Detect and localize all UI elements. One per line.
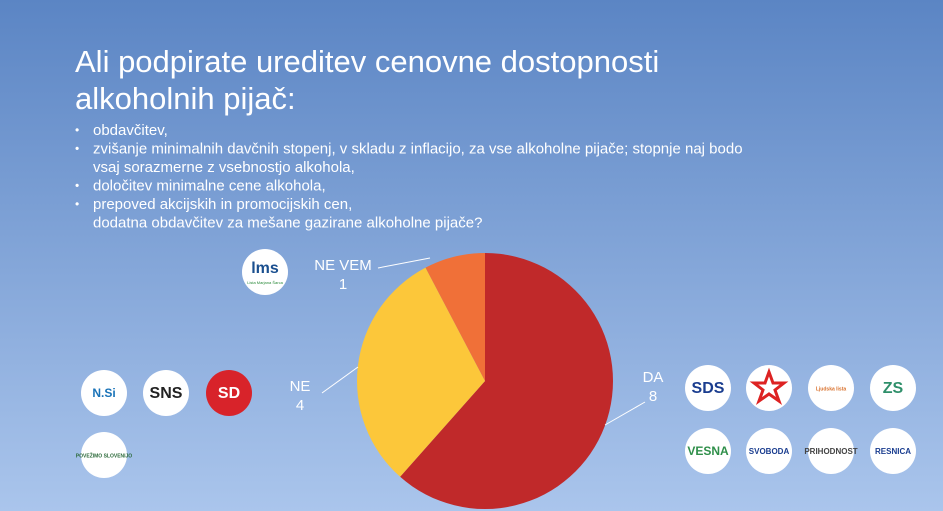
bullet-text: obdavčitev, — [93, 122, 168, 139]
value-label: 4 — [296, 397, 304, 414]
leader-line — [377, 257, 431, 269]
logo-subtext: Lista Marjana Šarca — [247, 280, 283, 285]
party-logo: SD — [206, 370, 252, 416]
party-logo: RESNICA — [870, 428, 916, 474]
party-logo: SVOBODA — [746, 428, 792, 474]
logo-circle — [746, 428, 792, 474]
chart: Ali podpirate ureditev cenovne dostopnos… — [75, 44, 743, 509]
logo-circle — [808, 365, 854, 411]
bullet-dot: • — [75, 197, 79, 211]
bullet-dot: • — [75, 179, 79, 193]
logo-circle — [870, 428, 916, 474]
category-label: DA — [643, 369, 664, 386]
value-label: 8 — [649, 388, 657, 405]
logo-circle — [870, 365, 916, 411]
party-logo: SDS — [685, 365, 731, 411]
bullet-text: določitev minimalne cene alkohola, — [93, 177, 326, 194]
logo-text: SD — [218, 385, 240, 402]
party-logo: SNS — [143, 370, 189, 416]
pie-slice — [400, 253, 613, 509]
party-logo: PRIHODNOST — [804, 428, 858, 474]
party-logo: VESNA — [685, 428, 731, 474]
leader-line — [321, 366, 359, 394]
logo-text: N.Si — [92, 386, 115, 400]
pie-slice — [357, 267, 485, 477]
value-label: 1 — [339, 276, 347, 293]
bullet-text: dodatna obdavčitev za mešane gazirane al… — [93, 214, 482, 231]
logo-text: SNS — [150, 385, 183, 402]
logo-text: PRIHODNOST — [804, 447, 857, 456]
bullet-text: prepoved akcijskih in promocijskih cen, — [93, 196, 352, 213]
category-label: NE VEM — [314, 257, 372, 274]
logo-text: ZS — [883, 380, 904, 397]
leader-line — [604, 401, 646, 426]
logo-star — [746, 365, 792, 411]
logo-circle — [143, 370, 189, 416]
logo-text: RESNICA — [875, 447, 911, 456]
party-logo: lms Lista Marjana Šarca — [242, 249, 288, 295]
logo-text: POVEŽIMO SLOVENIJO — [76, 451, 133, 459]
party-logo: POVEŽIMO SLOVENIJO — [76, 432, 133, 478]
logo-text: Ljudska lista — [816, 386, 847, 392]
party-logo: Ljudska lista — [808, 365, 854, 411]
logo-text: lms — [251, 260, 279, 277]
bullet-text: vsaj sorazmerne z vsebnostjo alkohola, — [93, 159, 355, 176]
logo-circle — [685, 365, 731, 411]
category-label: NE — [290, 378, 311, 395]
party-logo: N.Si — [81, 370, 127, 416]
logo-circle — [685, 428, 731, 474]
bullet-dot: • — [75, 123, 79, 137]
logo-circle — [81, 370, 127, 416]
logo-circle — [81, 432, 127, 478]
slide-title: alkoholnih pijač: — [75, 81, 296, 116]
pie-slice — [425, 253, 485, 381]
logo-text: SDS — [692, 380, 725, 397]
slide-title: Ali podpirate ureditev cenovne dostopnos… — [75, 44, 659, 79]
logo-circle — [206, 370, 252, 416]
logo-text: SVOBODA — [749, 447, 790, 456]
logo-text: VESNA — [687, 444, 729, 458]
party-logo: ZS — [870, 365, 916, 411]
logo-circle — [808, 428, 854, 474]
bullet-text: zvišanje minimalnih davčnih stopenj, v s… — [93, 140, 743, 157]
bullet-dot: • — [75, 142, 79, 156]
logo-circle — [242, 249, 288, 295]
